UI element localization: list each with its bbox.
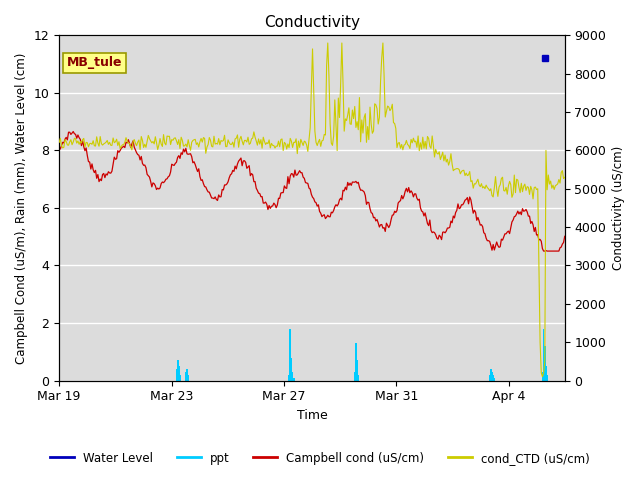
- Bar: [357, 375, 359, 381]
- Bar: [179, 375, 181, 381]
- Bar: [493, 378, 495, 381]
- Legend: Water Level, ppt, Campbell cond (uS/cm), cond_CTD (uS/cm): Water Level, ppt, Campbell cond (uS/cm),…: [45, 447, 595, 469]
- Bar: [356, 360, 358, 381]
- Bar: [541, 372, 543, 381]
- Title: Conductivity: Conductivity: [264, 15, 360, 30]
- X-axis label: Time: Time: [296, 409, 327, 422]
- Y-axis label: Campbell Cond (uS/m), Rain (mm), Water Level (cm): Campbell Cond (uS/m), Rain (mm), Water L…: [15, 52, 28, 364]
- Bar: [291, 358, 292, 381]
- Bar: [186, 369, 188, 381]
- Bar: [544, 346, 546, 381]
- Y-axis label: Conductivity (uS/cm): Conductivity (uS/cm): [612, 146, 625, 270]
- Bar: [293, 378, 294, 381]
- Bar: [489, 375, 490, 381]
- Bar: [491, 372, 493, 381]
- Bar: [175, 369, 177, 381]
- Bar: [292, 372, 294, 381]
- Bar: [354, 372, 356, 381]
- Bar: [185, 372, 187, 381]
- Bar: [177, 360, 179, 381]
- Bar: [547, 375, 548, 381]
- Bar: [288, 375, 290, 381]
- Bar: [492, 375, 494, 381]
- Bar: [545, 366, 547, 381]
- Bar: [289, 329, 291, 381]
- Bar: [543, 329, 545, 381]
- Bar: [178, 366, 180, 381]
- Bar: [490, 369, 492, 381]
- Text: MB_tule: MB_tule: [67, 57, 122, 70]
- Bar: [188, 375, 189, 381]
- Bar: [355, 343, 357, 381]
